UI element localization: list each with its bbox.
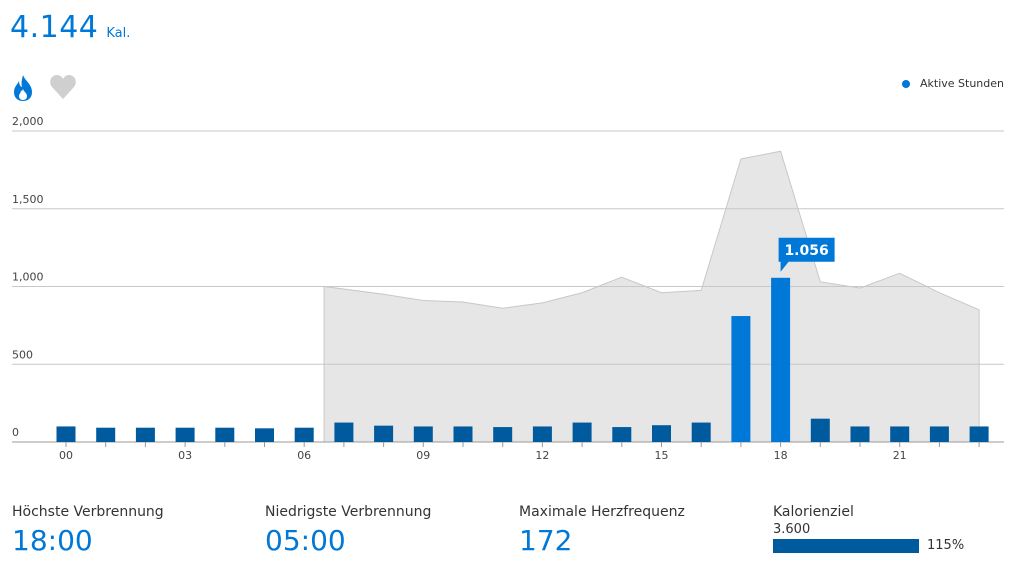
heart-rate-area [323,150,980,443]
x-tick-label: 15 [655,449,669,462]
bar [731,316,751,442]
y-tick-label: 1,000 [12,271,44,284]
legend-label: Aktive Stunden [920,77,1004,90]
stat-lowest-burn: Niedrigste Verbrennung 05:00 [265,504,431,557]
stat-highest-burn: Höchste Verbrennung 18:00 [12,504,164,557]
bar [532,426,552,442]
flame-icon[interactable] [10,74,40,104]
y-tick-label: 2,000 [12,115,44,128]
total-calories: 4.144 Kal. [10,10,130,45]
y-tick-label: 500 [12,348,33,361]
stat-value: 05:00 [265,524,346,557]
x-tick-label: 03 [178,449,192,462]
bar [771,277,791,442]
x-tick-label: 12 [535,449,549,462]
bar [850,426,870,442]
bar [890,426,910,442]
bar [175,427,195,442]
legend-swatch [902,79,910,88]
value-callout [778,237,835,272]
goal-target: 3.600 [773,522,811,537]
total-calories-unit: Kal. [106,26,131,41]
chart-legend: Aktive Stunden [902,77,1004,90]
stat-label: Maximale Herzfrequenz [519,504,685,520]
x-tick-label: 21 [893,449,907,462]
bar [255,428,274,442]
stat-value: 172 [519,524,573,557]
x-tick-label: 18 [774,449,788,462]
bar [96,427,116,442]
bar [810,418,830,442]
bar [374,425,394,442]
stat-label: Höchste Verbrennung [12,504,164,520]
goal-progress-bar [773,538,919,553]
stat-value: 18:00 [12,524,93,557]
total-calories-value: 4.144 [10,10,99,45]
bar [572,422,592,442]
goal-progress-fill [773,538,919,553]
bar [612,427,632,442]
x-tick-label: 00 [59,449,73,462]
y-tick-label: 0 [12,426,19,439]
x-tick-label: 06 [297,449,311,462]
stat-max-heart-rate: Maximale Herzfrequenz 172 [519,504,685,557]
x-tick-label: 09 [416,449,430,462]
heart-icon[interactable] [49,74,79,104]
calorie-goal: Kalorienziel 3.600 115% [773,504,964,553]
bar [493,427,513,442]
stat-label: Niedrigste Verbrennung [265,504,432,520]
goal-label: Kalorienziel [773,504,854,520]
bar [215,427,235,442]
bar [135,427,155,442]
goal-percent: 115% [927,538,965,553]
bar [56,426,76,442]
bar [334,422,354,442]
bar [453,426,473,442]
value-callout-label: 1.056 [784,243,828,259]
bar [294,427,314,442]
bar [413,426,433,442]
bar [652,425,671,442]
y-tick-label: 1,500 [12,193,44,206]
bar [929,426,949,442]
bar [691,422,711,442]
bar [969,426,989,442]
